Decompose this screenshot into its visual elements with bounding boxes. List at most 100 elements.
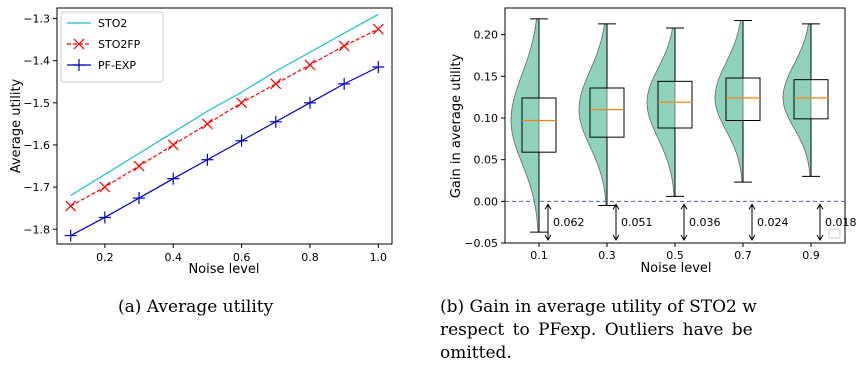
y-tick-label: −1.8 bbox=[23, 223, 50, 236]
legend-label: STO2FP bbox=[98, 38, 141, 51]
box-iqr bbox=[793, 79, 829, 120]
marker-stroke bbox=[201, 118, 213, 130]
a-y-axis-label: Average utility bbox=[9, 78, 24, 173]
y-tick-label: −1.6 bbox=[23, 139, 50, 152]
marker-stroke bbox=[65, 200, 77, 212]
violin bbox=[714, 20, 744, 183]
arrow-head-bottom bbox=[748, 234, 756, 241]
x-tick-label: 0.6 bbox=[233, 251, 251, 264]
a-x-ticks: 0.2 0.4 0.6 0.8 1.0 bbox=[96, 244, 387, 264]
x-tick-label: 0.2 bbox=[96, 251, 114, 264]
y-tick-label: −1.3 bbox=[23, 13, 50, 26]
data-point-sto2fp bbox=[372, 23, 384, 35]
violin bbox=[646, 27, 676, 197]
arrow-head-bottom bbox=[612, 234, 620, 241]
data-point-sto2fp bbox=[338, 40, 350, 52]
y-tick-label: 0.20 bbox=[474, 29, 499, 42]
data-point-sto2fp bbox=[99, 181, 111, 193]
a-y-ticks: −1.8 −1.7 −1.6 −1.5 −1.4 −1.3 bbox=[23, 13, 57, 236]
marker-stroke bbox=[304, 59, 316, 71]
annotation-label: 0.018 bbox=[825, 216, 857, 229]
violin bbox=[782, 23, 812, 177]
data-point-pf-exp bbox=[201, 153, 214, 166]
box-iqr bbox=[521, 97, 557, 153]
legend-label: PF-EXP bbox=[98, 59, 136, 72]
y-tick-label: 0.10 bbox=[474, 112, 499, 125]
b-x-axis-label: Noise level bbox=[640, 261, 711, 276]
annotation-label: 0.024 bbox=[757, 216, 789, 229]
data-point-sto2fp bbox=[236, 97, 248, 109]
marker-stroke bbox=[133, 160, 145, 172]
violin bbox=[578, 23, 608, 206]
series-line-sto2 bbox=[70, 13, 379, 197]
caption-b: (b) Gain in average utility of STO2 w re… bbox=[440, 296, 859, 365]
marker-stroke bbox=[236, 97, 248, 109]
gain-boxplot-chart: 0.062 0.051 0.036 0.024 0.018 0.1 0.3 0.5 0.7 0.… bbox=[449, 7, 857, 276]
data-point-pf-exp bbox=[303, 96, 316, 109]
marker-stroke bbox=[99, 181, 111, 193]
data-point-pf-exp bbox=[235, 134, 248, 147]
annotation-0.1: 0.062 bbox=[544, 203, 585, 241]
y-tick-label: 0.15 bbox=[474, 70, 499, 83]
b-empty-legend bbox=[828, 228, 841, 239]
annotation-0.7: 0.024 bbox=[748, 203, 789, 241]
annotation-0.9: 0.018 bbox=[816, 203, 857, 241]
caption-b-line-3: omitted. bbox=[440, 343, 512, 363]
y-tick-label: −1.4 bbox=[23, 55, 50, 68]
caption-b-line-2: respect to PFexp. Outliers have be bbox=[440, 320, 753, 340]
annotation-0.3: 0.051 bbox=[612, 203, 653, 241]
data-point-sto2fp bbox=[65, 200, 77, 212]
box-0.5 bbox=[657, 27, 693, 197]
arrow-head-top bbox=[748, 203, 756, 210]
data-point-pf-exp bbox=[64, 229, 77, 242]
box-0.1 bbox=[521, 18, 557, 233]
x-tick-label: 0.5 bbox=[666, 249, 684, 262]
arrow-head-top bbox=[816, 203, 824, 210]
b-y-axis-label: Gain in average utility bbox=[449, 54, 464, 199]
data-point-sto2fp bbox=[304, 59, 316, 71]
x-tick-label: 0.3 bbox=[598, 249, 616, 262]
b-annotations: 0.062 0.051 0.036 0.024 0.018 bbox=[544, 203, 857, 241]
box-iqr bbox=[589, 87, 625, 138]
y-tick-label: −1.7 bbox=[23, 181, 50, 194]
x-tick-label: 1.0 bbox=[370, 251, 388, 264]
marker-stroke bbox=[270, 78, 282, 90]
series-line-sto2fp bbox=[70, 28, 379, 207]
arrow-head-bottom bbox=[680, 234, 688, 241]
x-tick-label: 0.4 bbox=[164, 251, 182, 264]
annotation-label: 0.062 bbox=[553, 216, 585, 229]
b-y-ticks: −0.05 0.00 0.05 0.10 0.15 0.20 bbox=[464, 29, 505, 250]
data-point-sto2fp bbox=[270, 78, 282, 90]
data-point-pf-exp bbox=[372, 61, 385, 73]
marker-stroke bbox=[167, 139, 179, 151]
x-tick-label: 0.7 bbox=[734, 249, 752, 262]
a-legend: STO2 STO2FP PF-EXP bbox=[60, 11, 164, 83]
data-point-sto2fp bbox=[201, 118, 213, 130]
box-iqr bbox=[725, 77, 761, 121]
y-tick-label: 0.00 bbox=[474, 195, 499, 208]
annotation-label: 0.036 bbox=[689, 216, 721, 229]
b-x-ticks: 0.1 0.3 0.5 0.7 0.9 bbox=[530, 243, 820, 262]
data-point-sto2fp bbox=[167, 139, 179, 151]
data-point-pf-exp bbox=[338, 77, 351, 90]
data-point-pf-exp bbox=[98, 211, 111, 224]
y-tick-label: −1.5 bbox=[23, 97, 50, 110]
x-tick-label: 0.1 bbox=[530, 249, 548, 262]
arrow-head-top bbox=[612, 203, 620, 210]
box-iqr bbox=[657, 80, 693, 129]
caption-a: (a) Average utility bbox=[118, 297, 274, 317]
data-point-sto2fp bbox=[133, 160, 145, 172]
a-series-lines bbox=[70, 13, 379, 237]
x-tick-label: 0.8 bbox=[301, 251, 319, 264]
arrow-head-top bbox=[680, 203, 688, 210]
annotation-0.5: 0.036 bbox=[680, 203, 721, 241]
y-tick-label: −0.05 bbox=[464, 237, 498, 250]
data-point-pf-exp bbox=[133, 192, 146, 205]
legend-label: STO2 bbox=[98, 17, 127, 30]
violin bbox=[510, 18, 540, 233]
arrow-head-bottom bbox=[544, 234, 552, 241]
y-tick-label: 0.05 bbox=[474, 154, 499, 167]
marker-stroke bbox=[338, 40, 350, 52]
arrow-head-top bbox=[544, 203, 552, 210]
